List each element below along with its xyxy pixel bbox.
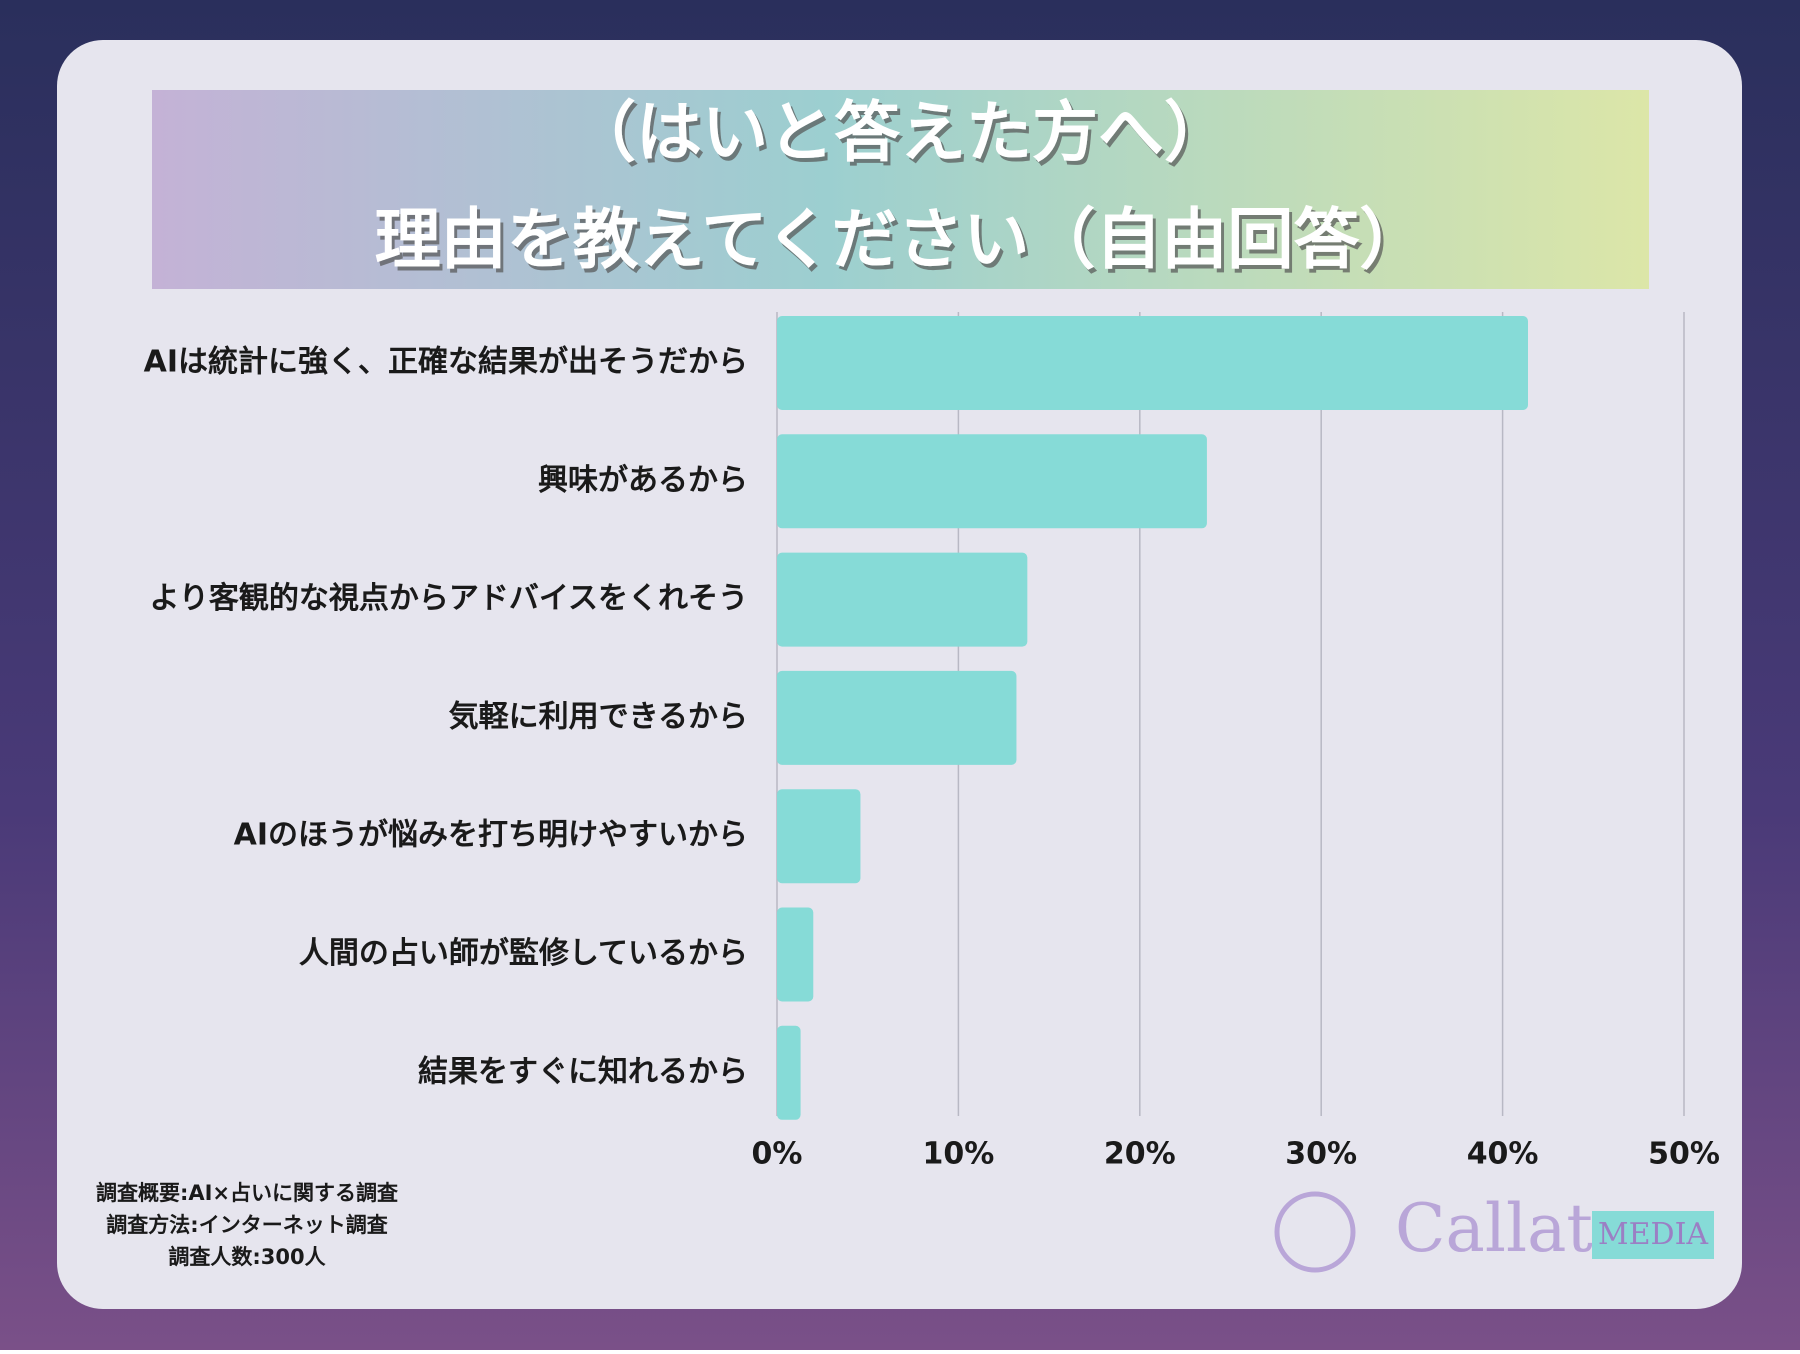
bar (777, 434, 1207, 529)
y-tick-label: より客観的な視点からアドバイスをくれそう (150, 581, 749, 616)
bar (777, 670, 1017, 765)
x-tick-label: 20% (1104, 1137, 1176, 1172)
logo-tag: MEDIA (1598, 1217, 1709, 1252)
bar (777, 907, 814, 1002)
logo-name: Callat (1395, 1190, 1593, 1267)
x-tick-label: 30% (1285, 1137, 1357, 1172)
title-banner (152, 90, 1649, 289)
footnote: 調査方法:インターネット調査 (106, 1213, 387, 1237)
x-tick-label: 0% (752, 1137, 803, 1172)
logo: Callat MEDIA (1274, 1190, 1714, 1273)
logo-badge (1592, 1211, 1714, 1259)
chart-title: （はいと答えた方へ） (570, 94, 1230, 171)
footnote: 調査概要:AI×占いに関する調査 (96, 1181, 398, 1205)
chart-title: 理由を教えてください（自由回答） (375, 201, 1426, 278)
y-tick-label: 興味があるから (538, 463, 748, 498)
x-tick-label: 40% (1467, 1137, 1539, 1172)
y-tick-label: AIのほうが悩みを打ち明けやすいから (234, 818, 748, 853)
y-tick-label: 人間の占い師が監修しているから (299, 936, 748, 971)
footnote: 調査人数:300人 (168, 1245, 325, 1269)
logo-icon (1274, 1191, 1356, 1273)
y-tick-label: 気軽に利用できるから (449, 699, 748, 734)
bar (777, 789, 861, 884)
bar (777, 552, 1028, 647)
y-tick-label: AIは統計に強く、正確な結果が出そうだから (144, 345, 748, 380)
x-tick-label: 10% (922, 1137, 994, 1172)
y-tick-label: 結果をすぐに知れるから (418, 1054, 748, 1089)
x-tick-label: 50% (1648, 1137, 1720, 1172)
bar (777, 316, 1528, 410)
bar (777, 1025, 801, 1120)
